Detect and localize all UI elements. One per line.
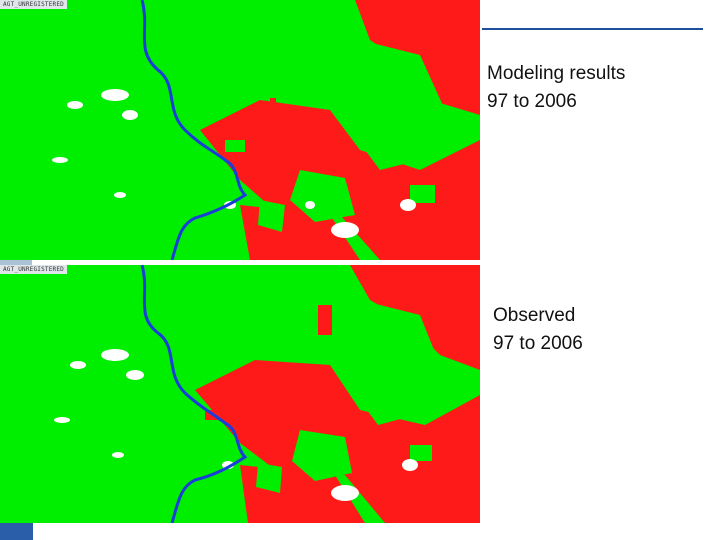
- change-patch: [318, 305, 332, 335]
- vegetation-island: [258, 200, 285, 232]
- header-rule: [482, 28, 703, 30]
- river: [140, 265, 248, 523]
- clearing: [67, 101, 83, 109]
- vegetation-island: [292, 430, 352, 481]
- clearing: [114, 192, 126, 198]
- map-modeled: [52, 0, 480, 260]
- change-patch: [262, 126, 276, 140]
- clearing: [54, 417, 70, 423]
- clearing: [70, 361, 86, 369]
- clearing: [126, 370, 144, 380]
- caption-period: 97 to 2006: [487, 91, 577, 112]
- change-patch: [244, 168, 264, 176]
- clearing: [400, 199, 416, 211]
- caption-period: 97 to 2006: [493, 333, 583, 354]
- vegetation-patch: [410, 445, 432, 461]
- clearings-observed: [54, 349, 418, 501]
- clearing: [101, 349, 129, 361]
- clearing: [402, 459, 418, 471]
- clearing: [331, 485, 359, 501]
- corner-block: [0, 523, 33, 540]
- map-panel-modeled: AGT_UNREGISTERED: [0, 0, 480, 260]
- clearing: [101, 89, 129, 101]
- clearing: [52, 157, 68, 163]
- change-patch: [262, 390, 274, 402]
- vegetation-holes-modeled: [225, 40, 445, 232]
- clearing: [305, 201, 315, 209]
- vegetation-patch: [225, 140, 245, 152]
- map-label-strip: AGT_UNREGISTERED: [0, 265, 67, 274]
- map-panel-observed: AGT_UNREGISTERED: [0, 265, 480, 523]
- caption-title: Modeling results: [487, 63, 626, 84]
- caption-observed: Observed 97 to 2006: [493, 302, 583, 358]
- gap-tab: [0, 260, 32, 265]
- caption-title: Observed: [493, 305, 576, 326]
- panel-gap: [0, 260, 480, 265]
- vegetation-island: [350, 40, 445, 170]
- map-observed: [54, 265, 480, 523]
- vegetation-island: [290, 170, 355, 222]
- clearing: [331, 222, 359, 238]
- river: [140, 0, 248, 260]
- vegetation-holes-observed: [256, 300, 440, 493]
- caption-modeled: Modeling results 97 to 2006: [487, 60, 625, 116]
- clearings-modeled: [52, 89, 416, 238]
- map-label-strip: AGT_UNREGISTERED: [0, 0, 67, 9]
- vegetation-island: [256, 463, 282, 493]
- change-patch: [270, 98, 276, 118]
- vegetation-island: [352, 300, 440, 425]
- clearing: [112, 452, 124, 458]
- change-area-observed: [195, 265, 480, 523]
- clearing: [122, 110, 138, 120]
- vegetation-patch: [410, 185, 435, 203]
- change-area-modeled: [200, 0, 480, 260]
